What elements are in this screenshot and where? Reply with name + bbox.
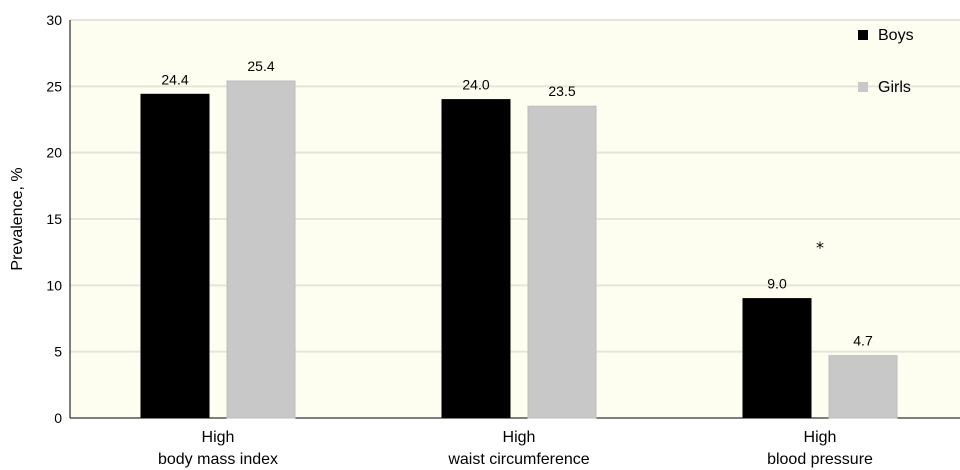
legend-label-girls: Girls [878,79,911,96]
category-label-1-line-1: waist circumference [447,451,589,468]
data-labels: 24.4 24.0 9.0 25.4 23.5 4.7 [161,58,873,349]
y-axis-title: Prevalence, % [9,167,26,270]
category-label-0-line-1: body mass index [158,451,278,468]
y-tick-label: 20 [46,145,62,161]
category-label-0-line-0: High [202,429,235,446]
bars [140,80,898,419]
y-tick-label: 25 [46,78,62,94]
bar-boys-2 [742,298,812,419]
significance-marker: * [816,238,824,257]
data-label-girls-0: 25.4 [247,58,274,74]
bar-girls-0 [226,80,296,419]
y-tick-label: 30 [46,12,62,28]
bar-boys-0 [140,93,210,419]
data-label-girls-1: 23.5 [548,83,575,99]
y-tick-labels: 0 5 10 15 20 25 30 [46,12,62,426]
y-tick-label: 15 [46,211,62,227]
data-label-boys-2: 9.0 [767,276,787,292]
y-tick-label: 5 [54,344,62,360]
bar-girls-2 [828,355,898,419]
category-label-2-line-0: High [804,429,837,446]
grid-lines [70,19,960,353]
legend-label-boys: Boys [878,27,914,44]
legend-swatch-boys [858,30,868,40]
legend-swatch-girls [858,82,868,92]
axes [69,20,960,419]
category-label-2-line-1: blood pressure [767,451,873,468]
y-tick-label: 0 [54,410,62,426]
category-labels: High body mass index High waist circumferen… [158,429,873,468]
category-label-1-line-0: High [503,429,536,446]
bar-girls-1 [527,105,597,419]
y-tick-label: 10 [46,277,62,293]
annotations: * [816,238,824,257]
legend: Boys Girls [858,27,914,96]
data-label-boys-1: 24.0 [462,77,489,93]
bar-boys-1 [441,99,511,419]
data-label-boys-0: 24.4 [161,71,188,87]
data-label-girls-2: 4.7 [853,333,873,349]
